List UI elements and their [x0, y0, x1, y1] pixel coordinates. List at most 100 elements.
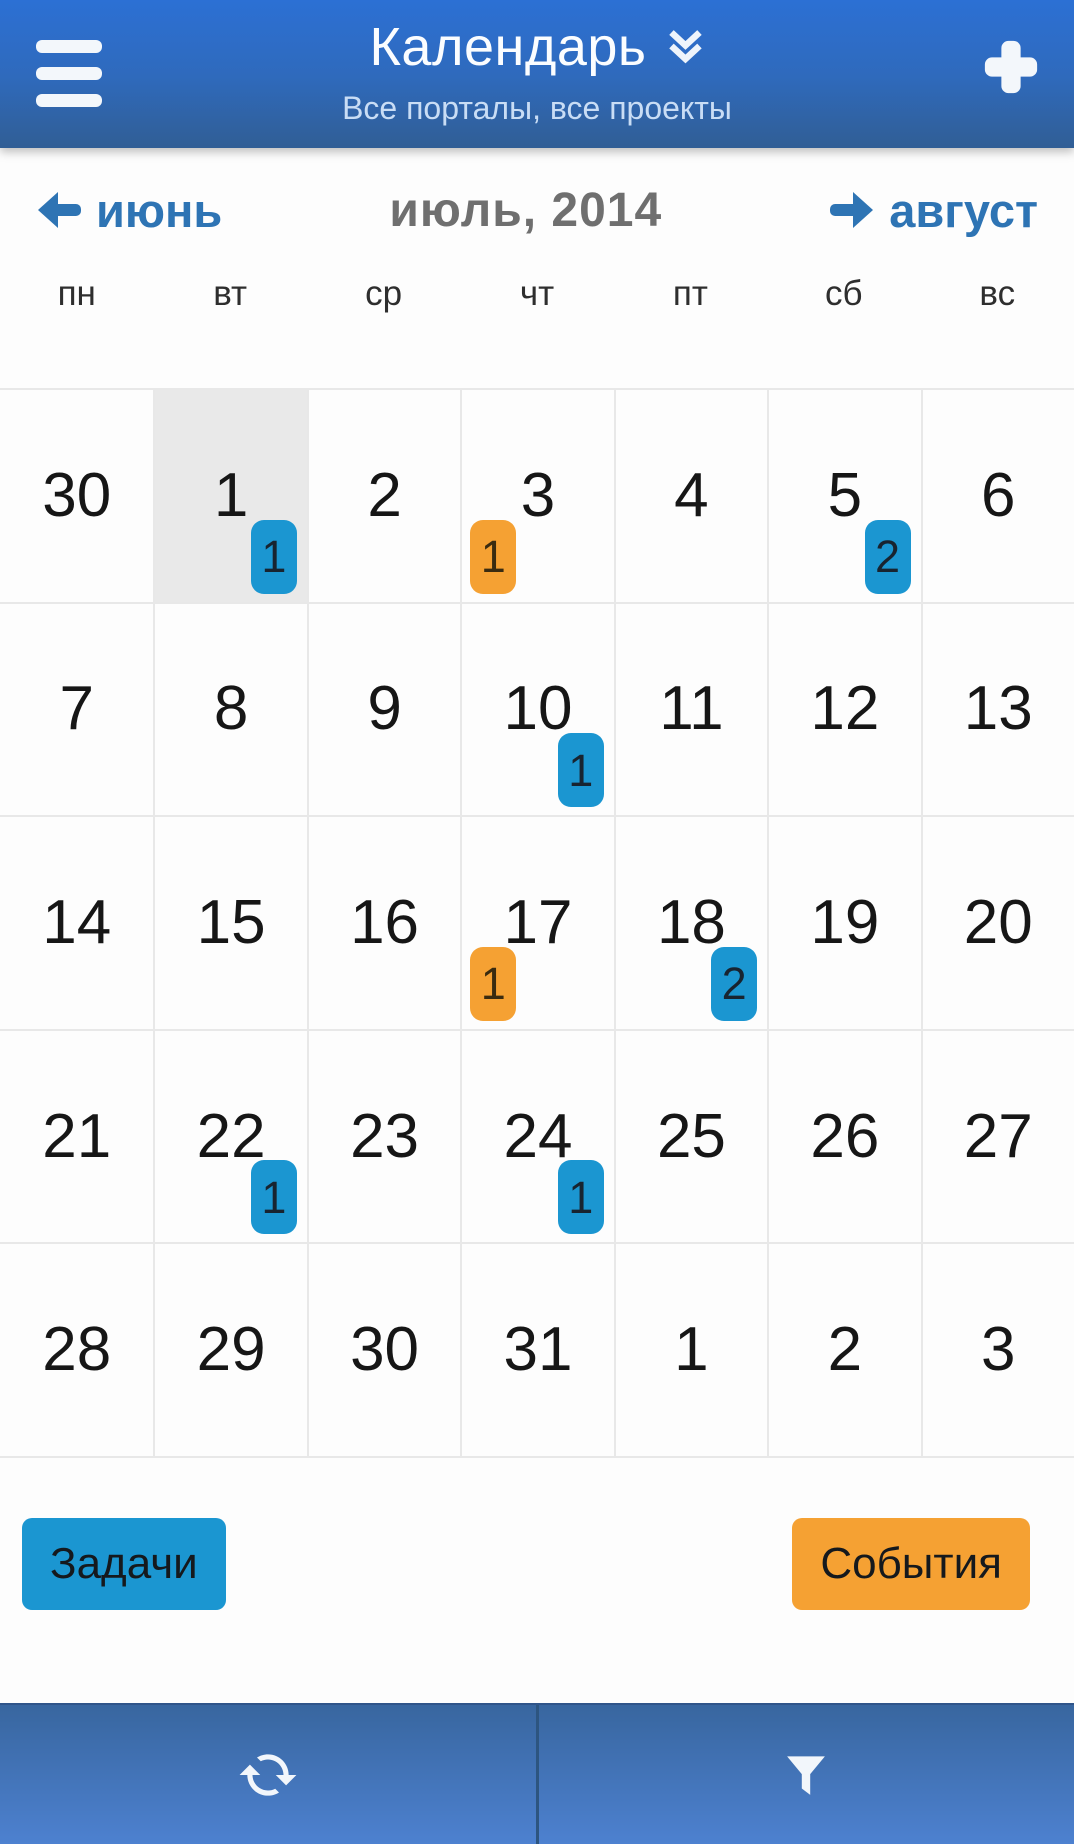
weekday-label: ср [307, 262, 460, 326]
day-cell-23[interactable]: 23 [307, 1029, 460, 1243]
day-number: 5 [828, 465, 862, 527]
day-number: 2 [367, 465, 401, 527]
task-count-badge: 2 [711, 947, 757, 1021]
day-number: 14 [42, 892, 111, 954]
weekday-label: сб [767, 262, 920, 326]
day-cell-19[interactable]: 19 [767, 815, 920, 1029]
day-cell-14[interactable]: 14 [0, 815, 153, 1029]
bottom-toolbar [0, 1703, 1074, 1844]
day-cell-8[interactable]: 8 [153, 602, 306, 816]
day-cell-9[interactable]: 9 [307, 602, 460, 816]
day-cell-28[interactable]: 28 [0, 1242, 153, 1456]
day-cell-27[interactable]: 27 [921, 1029, 1074, 1243]
weekday-label: вс [921, 262, 1074, 326]
day-cell-2[interactable]: 2 [767, 1242, 920, 1456]
day-cell-30[interactable]: 30 [0, 388, 153, 602]
task-count-badge: 1 [251, 520, 297, 594]
hamburger-icon [36, 40, 102, 53]
day-number: 31 [504, 1319, 573, 1381]
day-number: 3 [521, 465, 555, 527]
plus-icon [978, 34, 1044, 100]
day-number: 9 [367, 678, 401, 740]
page-title: Календарь [369, 16, 646, 78]
day-cell-12[interactable]: 12 [767, 602, 920, 816]
day-number: 1 [674, 1319, 708, 1381]
day-number: 4 [674, 465, 708, 527]
day-cell-30[interactable]: 30 [307, 1242, 460, 1456]
day-number: 21 [42, 1106, 111, 1168]
task-count-badge: 1 [558, 1160, 604, 1234]
arrow-left-icon [36, 190, 82, 230]
weekday-label: вт [153, 262, 306, 326]
day-cell-31[interactable]: 31 [460, 1242, 613, 1456]
day-cell-11[interactable]: 11 [614, 602, 767, 816]
app-header: Календарь Все порталы, все проекты [0, 0, 1074, 148]
day-cell-29[interactable]: 29 [153, 1242, 306, 1456]
day-number: 26 [810, 1106, 879, 1168]
day-number: 7 [59, 678, 93, 740]
day-number: 1 [214, 465, 248, 527]
day-number: 15 [197, 892, 266, 954]
day-cell-15[interactable]: 15 [153, 815, 306, 1029]
tasks-legend-button[interactable]: Задачи [22, 1518, 226, 1610]
task-count-badge: 2 [865, 520, 911, 594]
day-cell-20[interactable]: 20 [921, 815, 1074, 1029]
day-cell-4[interactable]: 4 [614, 388, 767, 602]
day-cell-7[interactable]: 7 [0, 602, 153, 816]
current-month-label: июль, 2014 [389, 183, 662, 238]
day-cell-25[interactable]: 25 [614, 1029, 767, 1243]
day-number: 30 [42, 465, 111, 527]
day-cell-3[interactable]: 3 [921, 1242, 1074, 1456]
day-cell-6[interactable]: 6 [921, 388, 1074, 602]
refresh-icon [237, 1744, 299, 1806]
prev-month-button[interactable]: июнь [36, 183, 222, 238]
double-chevron-down-icon [667, 27, 705, 67]
day-number: 16 [350, 892, 419, 954]
day-cell-16[interactable]: 16 [307, 815, 460, 1029]
day-cell-21[interactable]: 21 [0, 1029, 153, 1243]
day-cell-26[interactable]: 26 [767, 1029, 920, 1243]
filter-button[interactable] [539, 1705, 1074, 1844]
day-number: 2 [828, 1319, 862, 1381]
task-count-badge: 1 [251, 1160, 297, 1234]
title-dropdown[interactable]: Календарь [369, 16, 704, 78]
prev-month-label: июнь [96, 183, 222, 238]
task-count-badge: 1 [558, 733, 604, 807]
day-number: 8 [214, 678, 248, 740]
day-number: 10 [504, 678, 573, 740]
weekday-header: пн вт ср чт пт сб вс [0, 262, 1074, 326]
next-month-button[interactable]: август [829, 183, 1038, 238]
arrow-right-icon [829, 190, 875, 230]
day-number: 30 [350, 1319, 419, 1381]
day-number: 29 [197, 1319, 266, 1381]
day-cell-2[interactable]: 2 [307, 388, 460, 602]
event-count-badge: 1 [470, 947, 516, 1021]
day-number: 24 [504, 1106, 573, 1168]
day-number: 19 [810, 892, 879, 954]
filter-icon [778, 1747, 834, 1803]
day-number: 11 [659, 678, 723, 740]
month-navigation: июнь июль, 2014 август [0, 168, 1074, 252]
weekday-label: чт [460, 262, 613, 326]
add-button[interactable] [978, 34, 1044, 100]
day-number: 27 [964, 1106, 1033, 1168]
day-number: 23 [350, 1106, 419, 1168]
day-number: 20 [964, 892, 1033, 954]
day-number: 12 [810, 678, 879, 740]
day-number: 6 [981, 465, 1015, 527]
day-cell-1[interactable]: 1 [614, 1242, 767, 1456]
day-cell-13[interactable]: 13 [921, 602, 1074, 816]
events-legend-button[interactable]: События [792, 1518, 1030, 1610]
weekday-label: пн [0, 262, 153, 326]
refresh-button[interactable] [0, 1705, 536, 1844]
day-number: 17 [504, 892, 573, 954]
